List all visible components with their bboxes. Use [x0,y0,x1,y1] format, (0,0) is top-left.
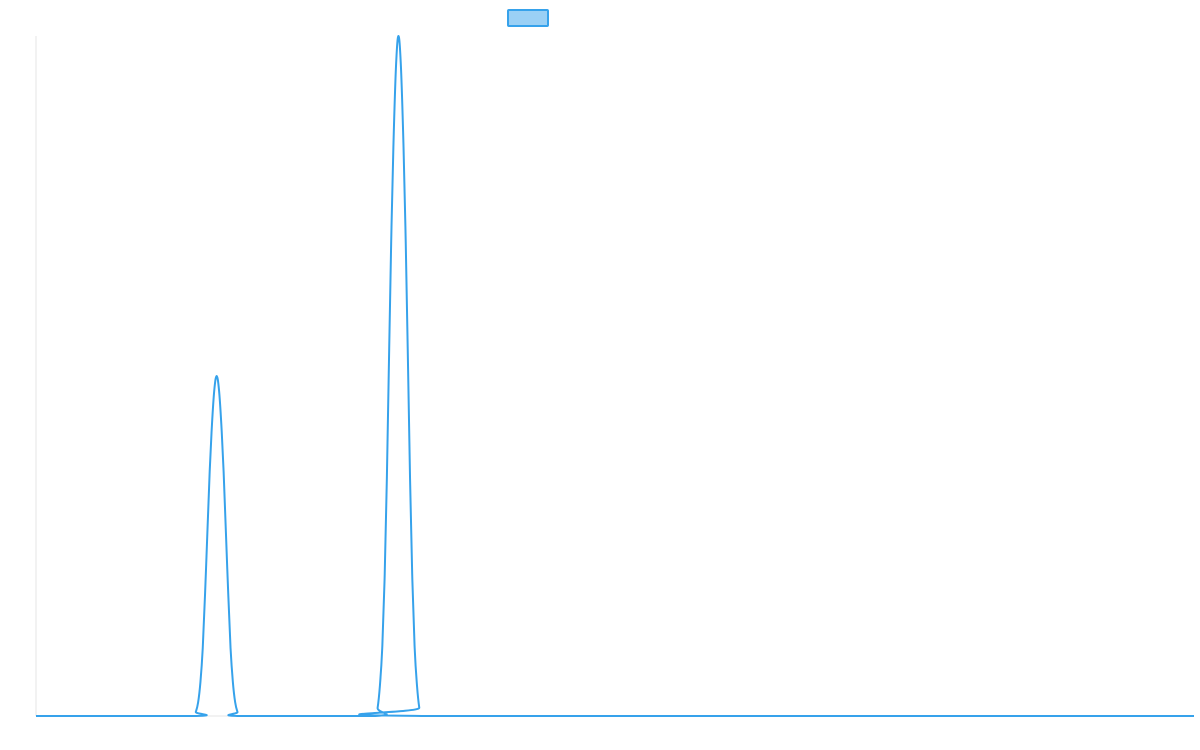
legend-swatch[interactable] [507,9,549,27]
series-line [36,35,1194,718]
legend[interactable] [507,9,549,27]
